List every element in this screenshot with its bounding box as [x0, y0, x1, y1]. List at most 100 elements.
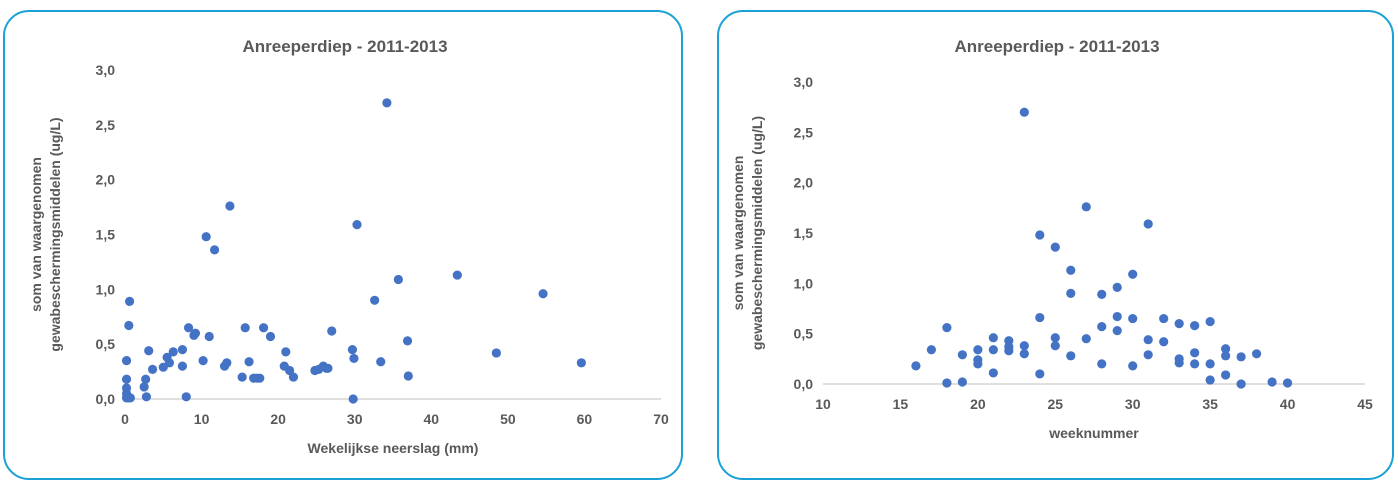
data-points	[911, 107, 1293, 389]
y-tick-label: 3,0	[96, 62, 116, 78]
data-point	[1097, 359, 1107, 369]
x-tick-label: 40	[423, 411, 439, 427]
data-point	[393, 274, 403, 285]
y-tick-label: 1,0	[794, 275, 814, 291]
data-point	[204, 331, 214, 342]
data-point	[942, 378, 952, 388]
x-tick-label: 60	[577, 411, 593, 427]
data-point	[347, 345, 358, 355]
x-tick-label: 15	[893, 396, 909, 412]
data-point	[225, 201, 235, 211]
data-point	[1143, 219, 1153, 229]
data-point	[244, 357, 254, 367]
x-tick-label: 30	[347, 411, 363, 427]
data-point	[1174, 319, 1184, 329]
data-point	[1174, 358, 1184, 368]
chart-title: Anreeperdiep - 2011-2013	[954, 37, 1159, 56]
data-point	[402, 336, 413, 346]
data-point	[190, 328, 201, 338]
data-point	[121, 374, 132, 384]
data-point	[1128, 313, 1138, 324]
data-point	[1143, 350, 1153, 360]
data-point	[281, 347, 291, 357]
data-point	[177, 345, 188, 355]
data-point	[1221, 351, 1231, 361]
data-point	[288, 372, 299, 382]
data-point	[1035, 230, 1045, 240]
data-point	[139, 382, 149, 392]
data-point	[164, 358, 175, 368]
y-axis-title-line1: som van waargenomen	[28, 157, 44, 312]
data-point	[1019, 349, 1029, 359]
data-point	[327, 326, 337, 336]
data-point	[1236, 352, 1246, 362]
data-point	[237, 372, 247, 382]
y-tick-labels: 0,0 0,5 1,0 1,5 2,0 2,5 3,0	[794, 74, 814, 392]
data-point	[1236, 379, 1246, 389]
y-tick-label: 2,0	[96, 172, 116, 188]
data-point	[144, 346, 154, 356]
data-point	[124, 320, 134, 331]
data-point	[1112, 282, 1122, 292]
data-point	[125, 393, 135, 403]
data-point	[1143, 335, 1153, 345]
data-point	[258, 323, 269, 333]
data-point	[957, 377, 967, 387]
data-point	[1019, 107, 1029, 117]
data-point	[177, 361, 188, 371]
data-point	[181, 392, 191, 402]
y-tick-label: 1,5	[96, 227, 116, 243]
y-tick-label: 3,0	[794, 74, 814, 90]
y-tick-labels: 0,0 0,5 1,0 1,5 2,0 2,5 3,0	[96, 62, 116, 407]
data-point	[988, 368, 998, 378]
data-point	[121, 383, 132, 393]
data-point	[201, 232, 211, 242]
data-point	[349, 353, 359, 364]
data-point	[1066, 265, 1076, 275]
data-point	[222, 358, 232, 368]
data-point	[1190, 348, 1200, 358]
data-point	[942, 323, 952, 333]
data-point	[957, 350, 967, 360]
data-points	[121, 98, 586, 404]
data-point	[1081, 334, 1091, 344]
data-point	[1205, 375, 1215, 385]
x-tick-label: 10	[815, 396, 831, 412]
y-axis-title-line2: gewabeschermingsmiddelen (ug/L)	[47, 117, 63, 351]
x-tick-label: 70	[653, 411, 669, 427]
data-point	[988, 345, 998, 355]
data-point	[403, 371, 413, 381]
y-tick-label: 2,0	[794, 175, 814, 191]
data-point	[452, 270, 462, 280]
x-tick-label: 0	[121, 411, 129, 427]
data-point	[1267, 377, 1277, 387]
chart-canvas: Anreeperdiep - 2011-2013 0,0 0,5 1,0 1,5 2,0…	[730, 37, 1373, 441]
chart-title: Anreeperdiep - 2011-2013	[242, 37, 447, 56]
data-point	[988, 333, 998, 343]
data-point	[1205, 359, 1215, 369]
y-tick-label: 0,5	[794, 326, 814, 342]
data-point	[1050, 341, 1060, 351]
data-point	[1221, 370, 1231, 380]
data-point	[1205, 316, 1215, 327]
data-point	[370, 295, 380, 305]
data-point	[1081, 202, 1091, 212]
x-tick-labels: 10 15 20 25 30 35 40 45	[815, 396, 1373, 412]
data-point	[1128, 269, 1138, 279]
data-point	[1128, 361, 1138, 371]
scatter-chart-neerslag: Anreeperdiep - 2011-2013 0,0 0,5 1,0 1,5 2,0…	[3, 10, 683, 480]
y-tick-label: 1,0	[96, 281, 116, 297]
y-tick-label: 2,5	[794, 124, 814, 140]
data-point	[1066, 288, 1076, 298]
data-point	[1112, 326, 1122, 336]
data-point	[240, 323, 250, 333]
y-tick-label: 0,0	[794, 376, 814, 392]
data-point	[1097, 289, 1107, 300]
data-point	[376, 357, 386, 367]
x-tick-label: 45	[1357, 396, 1373, 412]
x-tick-label: 40	[1280, 396, 1296, 412]
data-point	[1282, 378, 1293, 388]
data-point	[1035, 312, 1045, 323]
data-point	[1190, 359, 1200, 369]
x-tick-label: 25	[1047, 396, 1063, 412]
